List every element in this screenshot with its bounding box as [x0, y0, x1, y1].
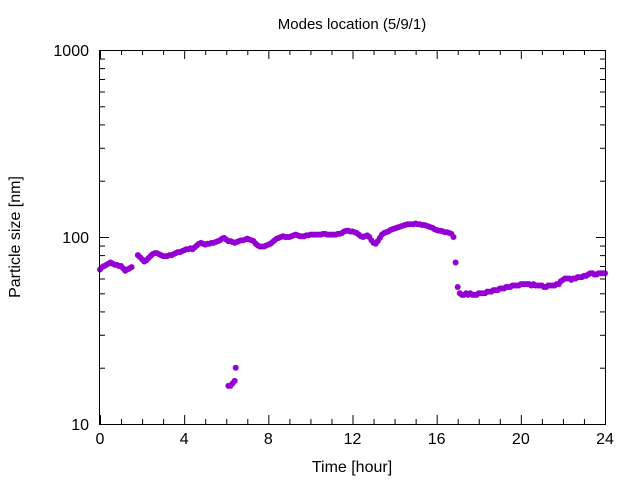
x-axis-label: Time [hour] [312, 459, 392, 476]
data-point [232, 364, 239, 371]
y-tick-label: 100 [62, 230, 89, 247]
x-tick-label: 16 [428, 431, 446, 448]
data-point [454, 284, 461, 291]
y-tick-label: 1000 [53, 43, 89, 60]
plot-frame [99, 50, 606, 425]
data-points [97, 220, 608, 389]
y-axis-label: Particle size [nm] [7, 176, 24, 298]
chart-title: Modes location (5/9/1) [278, 16, 426, 33]
y-tick-label: 10 [71, 417, 89, 434]
data-point [450, 234, 457, 240]
x-tick-label: 24 [596, 431, 614, 448]
data-point [452, 259, 459, 266]
axis-ticks [100, 50, 606, 425]
axis-tick-labels: 0 4 8 12 16 20 24 10 100 1000 [53, 43, 614, 448]
x-tick-label: 12 [344, 431, 362, 448]
x-tick-label: 8 [264, 431, 273, 448]
data-point [128, 264, 135, 271]
x-tick-label: 20 [512, 431, 530, 448]
x-tick-label: 0 [96, 431, 105, 448]
x-tick-label: 4 [180, 431, 189, 448]
data-point [231, 377, 238, 384]
